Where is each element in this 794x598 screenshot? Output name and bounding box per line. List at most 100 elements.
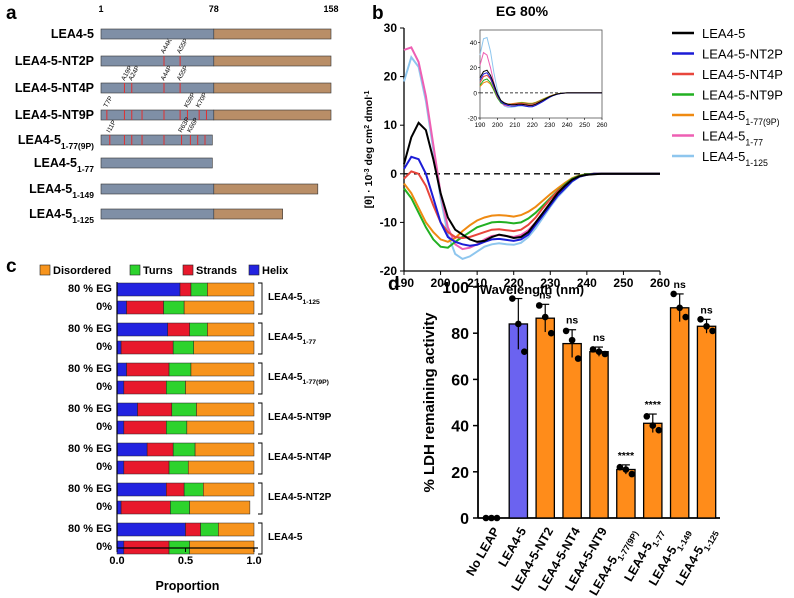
segment-disordered — [186, 420, 255, 435]
y-tick-label: 20 — [384, 70, 398, 84]
inset-y-tick-label: 20 — [470, 65, 478, 72]
y-axis-title: [θ] · 10-3 deg cm2 dmol-1 — [363, 91, 375, 209]
panel-d-ldh-activity: 0 20 40 60 80 100% LDH remaining activity No L… — [421, 279, 721, 598]
inset-series-line — [479, 69, 602, 106]
segment-turns — [166, 420, 188, 435]
data-point — [709, 327, 716, 335]
segment-strands — [120, 340, 174, 355]
data-point — [488, 514, 495, 522]
segment-turns — [190, 282, 208, 297]
n-terminal-segment — [100, 28, 215, 40]
significance-label: ns — [566, 315, 578, 327]
segment-helix — [116, 362, 127, 377]
mutation-label: A44K — [160, 37, 174, 55]
c-terminal-segment — [213, 183, 319, 195]
segment-helix — [116, 322, 168, 337]
segment-disordered — [203, 482, 255, 497]
legend-label: Strands — [196, 265, 237, 277]
segment-helix — [116, 500, 122, 515]
n-terminal-segment — [100, 157, 213, 169]
data-point — [655, 426, 663, 434]
position-label: 78 — [209, 4, 219, 14]
construct-label: LEA4-51-149 — [29, 182, 94, 200]
legend-label: LEA4-51-125 — [702, 149, 768, 168]
group-bracket — [258, 482, 263, 515]
x-tick-label: 220 — [504, 276, 524, 290]
row-label: 0% — [96, 541, 112, 553]
data-point — [670, 290, 677, 298]
legend-label-sub: 1-125 — [745, 158, 768, 168]
segment-turns — [200, 522, 219, 537]
construct-label-base: LEA4-5 — [29, 207, 72, 221]
data-point — [595, 348, 603, 355]
inset-x-tick-label: 220 — [527, 122, 538, 129]
segment-disordered — [194, 442, 255, 457]
mutation-label: A44P — [160, 65, 174, 82]
group-bracket — [258, 322, 263, 355]
legend-label-text: LEA4-5 — [702, 26, 745, 41]
c-terminal-segment — [213, 82, 332, 94]
bar — [696, 325, 717, 519]
segment-helix — [116, 300, 127, 315]
group-label-sub: 1-77 — [302, 339, 316, 346]
significance-label: **** — [618, 450, 635, 462]
segment-strands — [123, 380, 167, 395]
data-point — [568, 336, 576, 344]
category-label: LEA4-51-125 — [673, 525, 721, 590]
segment-strands — [167, 322, 190, 337]
segment-helix — [116, 460, 125, 475]
segment-disordered — [207, 282, 255, 297]
inset-y-tick-label: 0 — [473, 90, 477, 97]
y-tick-label: 100 — [442, 280, 469, 297]
y-tick-label: 0 — [460, 511, 469, 528]
segment-helix — [116, 420, 125, 435]
n-terminal-segment — [100, 208, 215, 220]
inset-y-tick-label: 40 — [470, 40, 478, 47]
y-tick-label: 20 — [451, 465, 469, 482]
significance-label: ns — [700, 304, 712, 316]
panel-a-construct-diagram: 1 78 158 LEA4-5 LEA4-5-NT2P A44K A55P LEA4-5-NT… — [15, 4, 339, 225]
data-point — [697, 316, 704, 323]
segment-turns — [172, 442, 196, 457]
segment-turns — [183, 482, 204, 497]
panel-a-letter: a — [6, 3, 17, 24]
row-label: 80 % EG — [68, 363, 112, 375]
segment-helix — [116, 522, 186, 537]
segment-helix — [116, 340, 122, 355]
group-label: LEA4-5-NT2P — [268, 492, 332, 503]
y-axis-title: % LDH remaining activity — [421, 312, 438, 493]
segment-turns — [168, 460, 189, 475]
group-bracket — [258, 362, 263, 395]
x-tick-label: 230 — [540, 276, 560, 290]
legend-label-base: LEA4-5 — [702, 149, 745, 164]
data-point — [601, 350, 609, 358]
legend-label-text: LEA4-5-NT2P — [702, 47, 783, 62]
c-terminal-segment — [213, 208, 283, 220]
y-tick-label: 80 — [451, 326, 469, 343]
segment-strands — [126, 300, 164, 315]
mutation-label: K70P — [195, 92, 209, 109]
segment-disordered — [218, 522, 255, 537]
legend-label: LEA4-5-NT9P — [702, 88, 783, 103]
construct-label: LEA4-51-77 — [34, 156, 94, 174]
segment-strands — [123, 420, 167, 435]
inset-x-tick-label: 230 — [544, 122, 555, 129]
bar — [562, 342, 582, 519]
x-tick-label: 250 — [613, 276, 633, 290]
inset-frame — [479, 29, 603, 119]
x-tick-label: 200 — [431, 276, 451, 290]
y-tick-label: 10 — [384, 118, 398, 132]
data-point — [547, 329, 555, 337]
group-label-text: LEA4-5-NT9P — [268, 412, 332, 423]
data-point — [676, 304, 683, 312]
group-bracket — [258, 442, 263, 475]
segment-strands — [179, 282, 192, 297]
construct-label: LEA4-51-125 — [29, 207, 94, 225]
n-terminal-segment — [100, 82, 215, 94]
category-label-sub: 1-125 — [701, 529, 721, 553]
data-point — [682, 313, 689, 321]
y-axis-title-part: 2 — [364, 125, 371, 129]
construct-label: LEA4-5-NT9P — [15, 108, 94, 122]
segment-disordered — [189, 500, 251, 515]
